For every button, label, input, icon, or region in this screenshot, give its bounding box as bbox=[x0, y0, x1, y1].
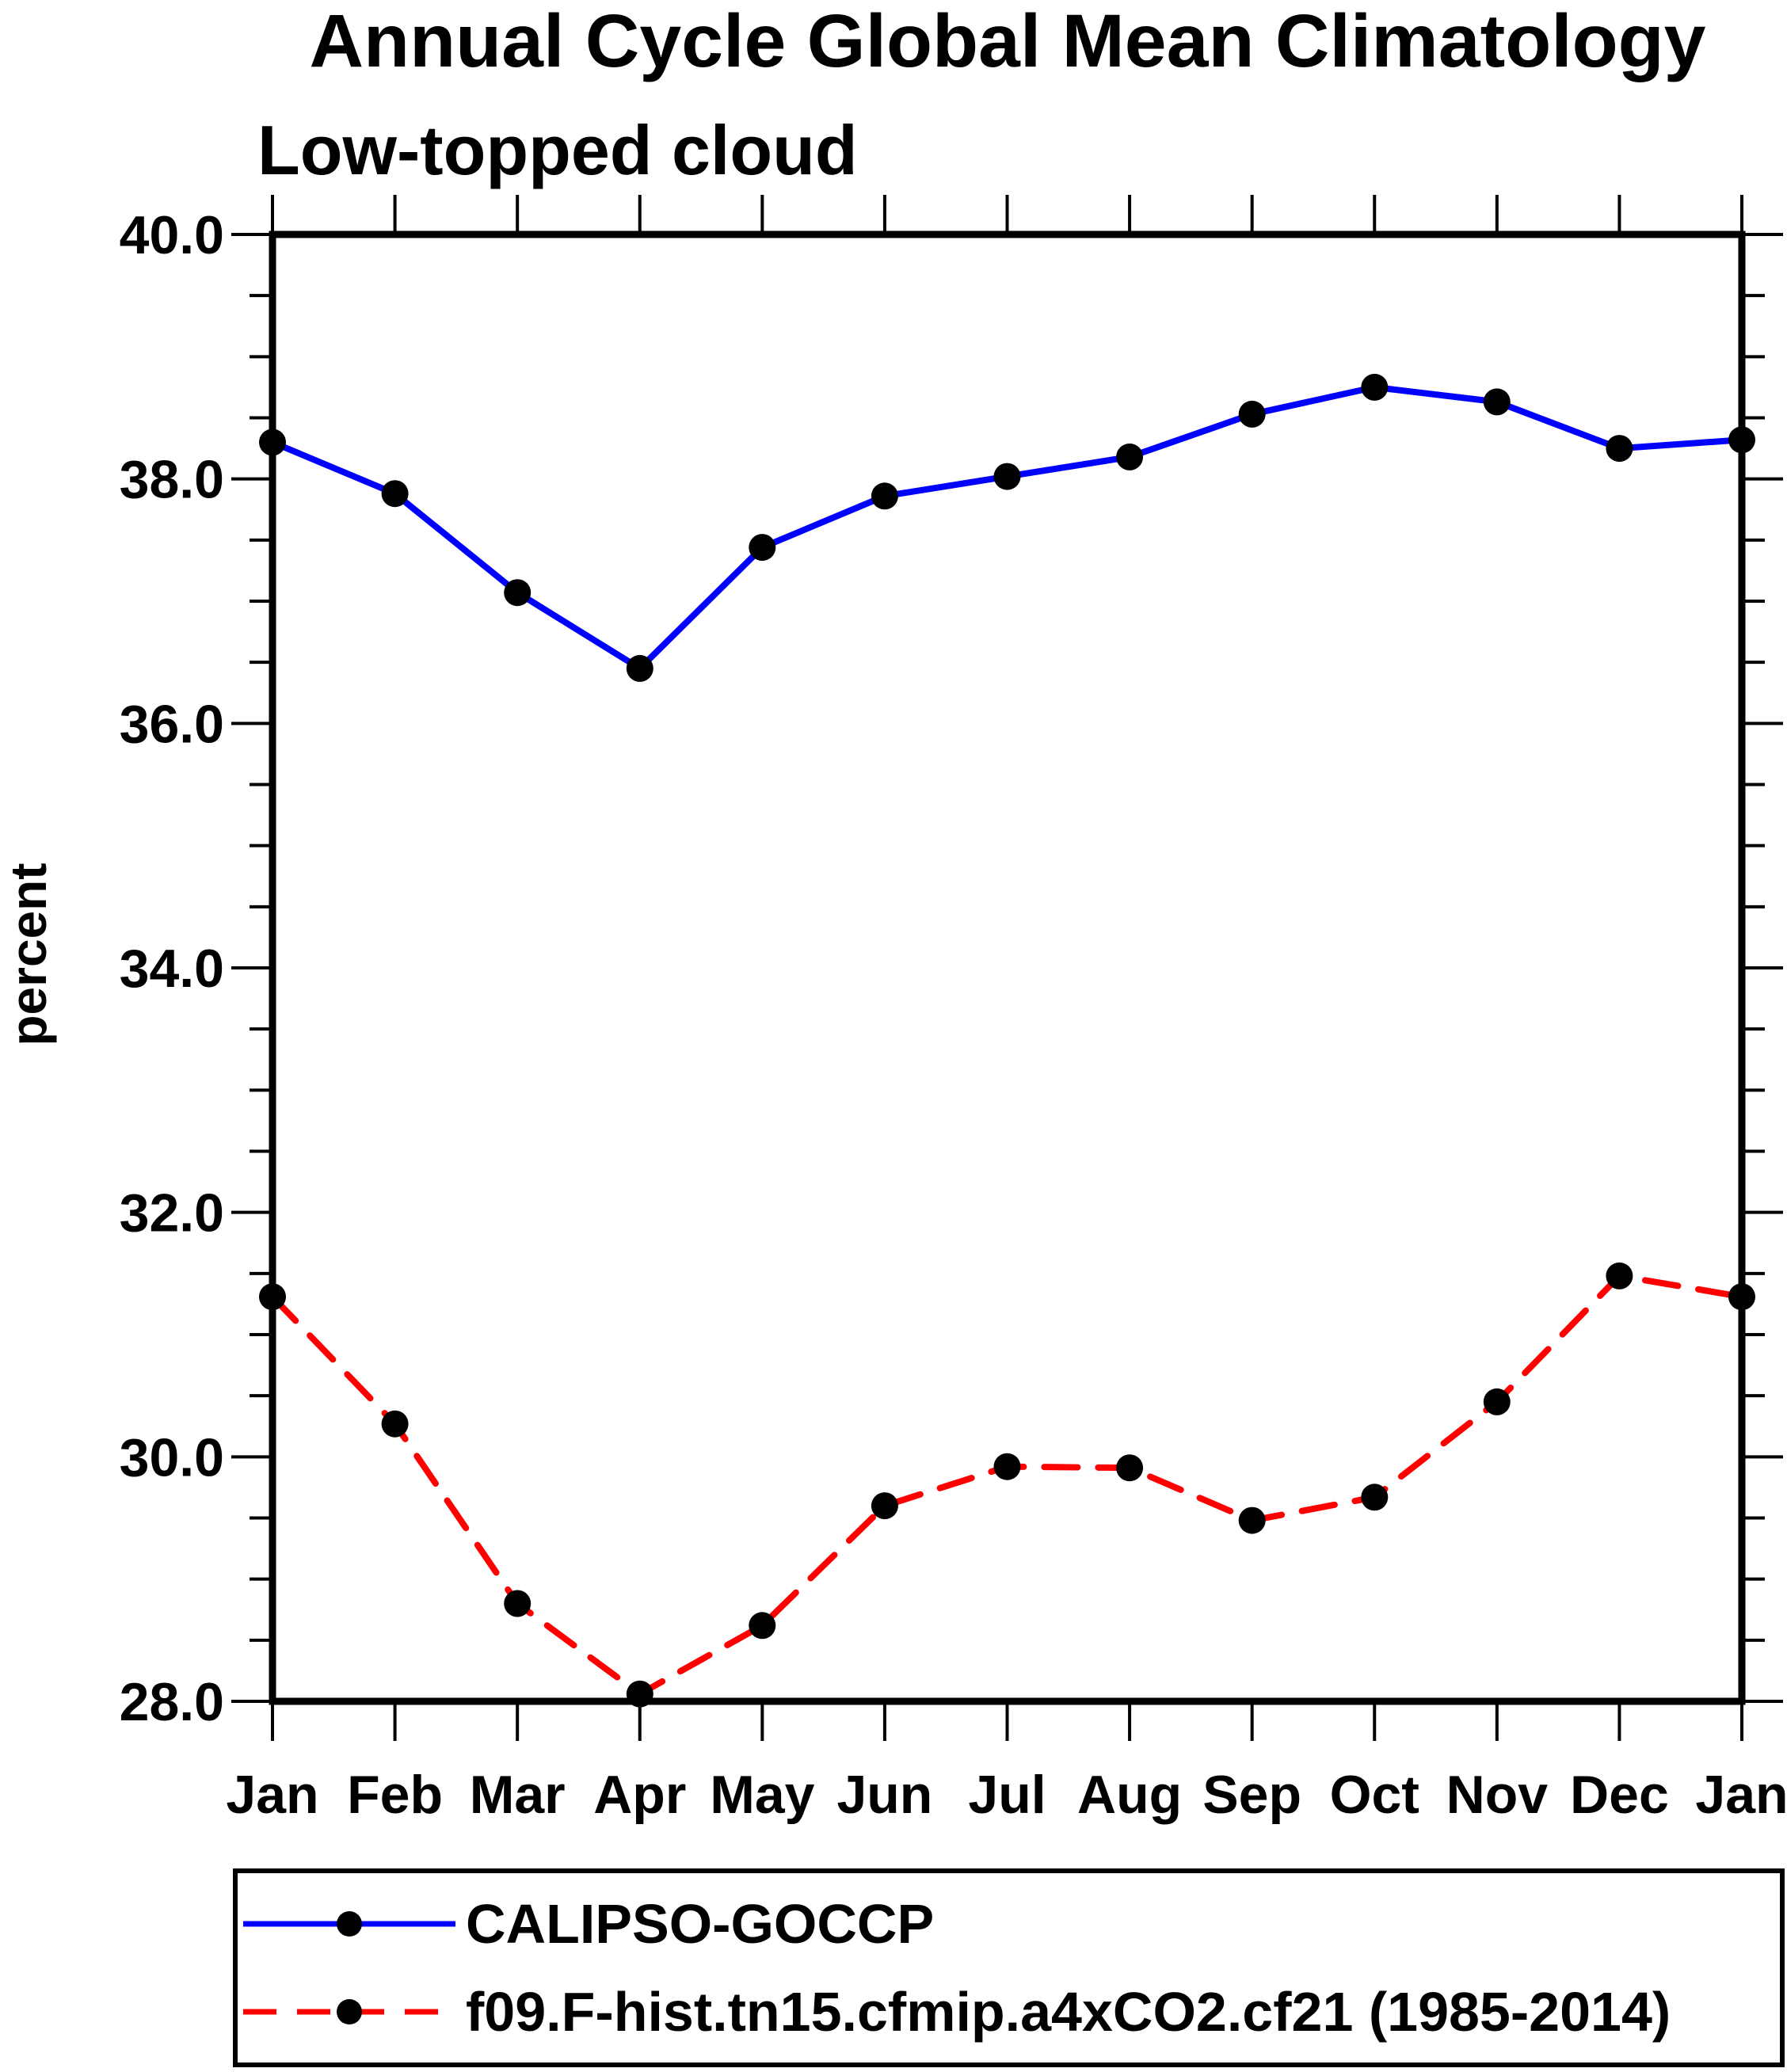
series-line-1 bbox=[269, 1272, 1745, 1697]
series-lines bbox=[259, 373, 1755, 1708]
legend-entry-model: f09.F-hist.tn15.cfmip.a4xCO2.cf21 (1985-… bbox=[243, 1981, 1671, 2043]
legend-label-model: f09.F-hist.tn15.cfmip.a4xCO2.cf21 (1985-… bbox=[466, 1981, 1671, 2043]
x-tick-label: Apr bbox=[593, 1765, 686, 1825]
data-point-marker bbox=[504, 1590, 532, 1617]
x-tick-label: Dec bbox=[1570, 1765, 1669, 1825]
x-tick-label: Aug bbox=[1077, 1765, 1182, 1825]
data-point-marker bbox=[626, 654, 653, 682]
y-tick-label: 34.0 bbox=[120, 939, 224, 999]
y-axis-label: percent bbox=[0, 863, 57, 1046]
data-point-marker bbox=[993, 1453, 1021, 1480]
legend-box bbox=[233, 1868, 1785, 2067]
data-point-marker bbox=[871, 482, 898, 510]
data-point-marker bbox=[1361, 373, 1389, 401]
x-tick-label: Oct bbox=[1330, 1765, 1419, 1825]
x-tick-label: Jan bbox=[226, 1765, 318, 1825]
data-point-marker bbox=[1728, 1283, 1755, 1311]
chart-subtitle: Low-topped cloud bbox=[257, 111, 858, 189]
y-tick-label: 30.0 bbox=[120, 1427, 224, 1487]
data-point-marker bbox=[1606, 435, 1633, 463]
data-point-marker bbox=[871, 1492, 898, 1520]
data-point-marker bbox=[1238, 400, 1266, 428]
data-point-marker bbox=[1238, 1506, 1266, 1534]
data-point-marker bbox=[749, 1612, 776, 1640]
data-point-marker bbox=[381, 1410, 409, 1438]
y-tick-label: 36.0 bbox=[120, 694, 224, 754]
x-tick-label: May bbox=[710, 1765, 814, 1825]
x-tick-label: Feb bbox=[347, 1765, 443, 1825]
data-point-marker bbox=[1116, 443, 1144, 470]
plot-frame bbox=[269, 230, 1746, 1705]
data-point-marker bbox=[1483, 1388, 1511, 1415]
y-tick-label: 32.0 bbox=[120, 1183, 224, 1244]
data-point-marker bbox=[1728, 426, 1755, 454]
data-point-marker bbox=[1361, 1484, 1389, 1511]
axes: 28.0 30.0 32.0 34.0 36.0 38.0 40.0 Jan Feb Mar Apr… bbox=[120, 195, 1787, 1825]
data-point-marker bbox=[504, 579, 532, 607]
data-point-marker bbox=[1116, 1454, 1144, 1482]
x-tick-label: Jul bbox=[968, 1765, 1046, 1825]
chart-title: Annual Cycle Global Mean Climatology bbox=[309, 0, 1705, 83]
data-point-marker bbox=[259, 428, 286, 456]
data-point-marker bbox=[381, 480, 409, 508]
x-tick-label: Jan bbox=[1695, 1765, 1787, 1825]
y-tick-label: 28.0 bbox=[120, 1672, 224, 1732]
legend: CALIPSO-GOCCP f09.F-hist.tn15.cfmip.a4xC… bbox=[233, 1868, 1785, 2067]
legend-marker-circle bbox=[337, 1999, 362, 2024]
data-point-marker bbox=[626, 1680, 653, 1708]
legend-label-calipso: CALIPSO-GOCCP bbox=[466, 1893, 934, 1955]
data-point-marker bbox=[749, 534, 776, 562]
data-point-marker bbox=[993, 463, 1021, 490]
legend-entry-calipso: CALIPSO-GOCCP bbox=[243, 1893, 934, 1955]
data-point-marker bbox=[1483, 388, 1511, 416]
legend-marker-circle bbox=[337, 1911, 362, 1937]
y-tick-label: 40.0 bbox=[120, 205, 224, 265]
data-point-marker bbox=[259, 1283, 286, 1311]
x-tick-label: Sep bbox=[1202, 1765, 1301, 1825]
data-point-marker bbox=[1606, 1262, 1633, 1289]
x-tick-label: Mar bbox=[470, 1765, 566, 1825]
series-line-0 bbox=[269, 383, 1745, 672]
x-tick-label: Nov bbox=[1446, 1765, 1549, 1825]
y-tick-label: 38.0 bbox=[120, 450, 224, 510]
x-tick-label: Jun bbox=[836, 1765, 932, 1825]
